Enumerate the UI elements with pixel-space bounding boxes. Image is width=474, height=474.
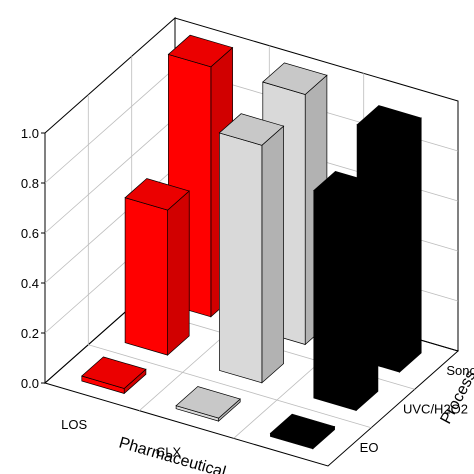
bar-top-face xyxy=(175,386,241,419)
bar xyxy=(313,171,379,412)
bar-top-face xyxy=(81,356,147,389)
bar-side-face xyxy=(355,183,379,412)
x-tick-label: CLX xyxy=(156,445,182,460)
bar xyxy=(175,386,241,422)
bar-layer xyxy=(81,34,422,450)
y-tick-label: EO xyxy=(360,440,379,455)
z-tick-label: 0.6 xyxy=(21,226,39,241)
x-tick-label: DFC xyxy=(249,472,276,474)
bar xyxy=(81,356,147,395)
bar xyxy=(269,413,336,450)
bar-top-face xyxy=(262,62,328,95)
bar xyxy=(124,178,190,356)
bar xyxy=(218,113,285,384)
x-axis-title: Pharmaceutical xyxy=(117,435,228,474)
bar-top-face xyxy=(124,178,190,211)
bar-top-face xyxy=(269,413,336,447)
bar-front-face xyxy=(313,190,357,411)
z-tick-label: 0.2 xyxy=(21,326,39,341)
bar-side-face xyxy=(167,190,190,356)
y-gridline xyxy=(87,94,372,429)
z-tick-label: 1.0 xyxy=(21,126,39,141)
y-tick-label: Sonochemist xyxy=(446,363,474,378)
bar-top-face xyxy=(313,171,379,204)
z-tick-label: 0.4 xyxy=(21,276,39,291)
bar-front-face xyxy=(124,197,168,356)
x-tick-label: LOS xyxy=(61,417,87,432)
y-tick-label: UVC/H2O2 xyxy=(403,402,468,417)
bar-side-face xyxy=(399,117,422,373)
bar-side-face xyxy=(261,125,284,384)
bar-front-face xyxy=(219,132,263,384)
z-tick-label: 0.0 xyxy=(21,376,39,391)
z-tick-label: 0.8 xyxy=(21,176,39,191)
bar-top-face xyxy=(167,34,234,68)
bar-top-face xyxy=(356,105,422,138)
bar-top-face xyxy=(218,113,285,146)
